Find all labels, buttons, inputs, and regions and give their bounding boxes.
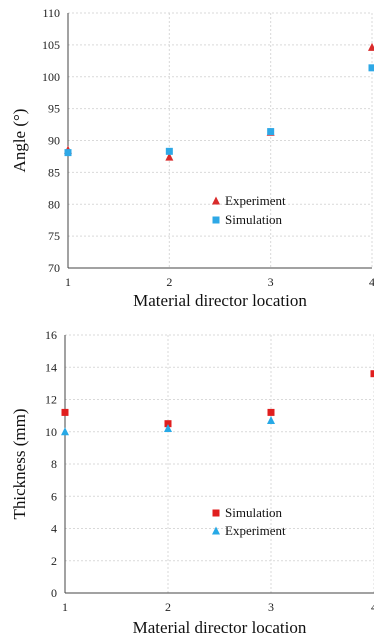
x-tick-label: 3 [268, 275, 274, 289]
y-tick-label: 85 [48, 165, 60, 179]
y-tick-label: 75 [48, 229, 60, 243]
data-point [165, 152, 174, 161]
legend-marker [212, 509, 220, 517]
legend-label: Simulation [225, 212, 283, 227]
y-tick-label: 4 [51, 522, 57, 536]
data-point [267, 415, 275, 424]
y-tick-label: 12 [45, 393, 57, 407]
x-tick-label: 2 [166, 275, 172, 289]
y-tick-label: 105 [42, 38, 60, 52]
legend-label: Simulation [225, 505, 283, 520]
y-tick-label: 14 [45, 360, 57, 374]
x-axis-title: Material director location [133, 618, 307, 637]
y-tick-label: 0 [51, 586, 57, 600]
y-tick-label: 2 [51, 554, 57, 568]
data-point [164, 420, 172, 428]
legend-marker [212, 526, 220, 535]
angle-chart: 70 75 80 85 90 95 100 105 110 1 2 3 4 Material direct… [10, 6, 374, 310]
data-point [164, 424, 172, 433]
legend-label: Experiment [225, 523, 286, 538]
y-tick-label: 95 [48, 102, 60, 116]
x-tick-label: 2 [165, 600, 171, 614]
data-point [368, 42, 374, 51]
x-tick-label: 3 [268, 600, 274, 614]
data-point [370, 370, 374, 378]
x-tick-label: 1 [62, 600, 68, 614]
data-point [368, 64, 374, 72]
data-point [165, 147, 173, 155]
y-axis-title: Thickness (mm) [10, 409, 29, 520]
x-tick-label: 1 [65, 275, 71, 289]
x-axis-title: Material director location [133, 291, 307, 310]
y-tick-label: 16 [45, 328, 57, 342]
y-tick-label: 70 [48, 261, 60, 275]
y-tick-label: 10 [45, 425, 57, 439]
legend-marker [212, 196, 220, 205]
data-point [61, 408, 69, 416]
y-tick-label: 80 [48, 197, 60, 211]
y-tick-label: 6 [51, 489, 57, 503]
data-point [61, 427, 69, 436]
x-tick-label: 4 [371, 600, 374, 614]
x-tick-label: 4 [369, 275, 374, 289]
legend-marker [212, 216, 220, 224]
legend-label: Experiment [225, 193, 286, 208]
data-point [267, 408, 275, 416]
y-tick-label: 110 [42, 6, 60, 20]
y-tick-label: 100 [42, 70, 60, 84]
data-point [64, 149, 72, 157]
y-axis-title: Angle (°) [10, 109, 29, 173]
y-tick-label: 90 [48, 134, 60, 148]
y-tick-label: 8 [51, 457, 57, 471]
data-point [267, 128, 275, 136]
